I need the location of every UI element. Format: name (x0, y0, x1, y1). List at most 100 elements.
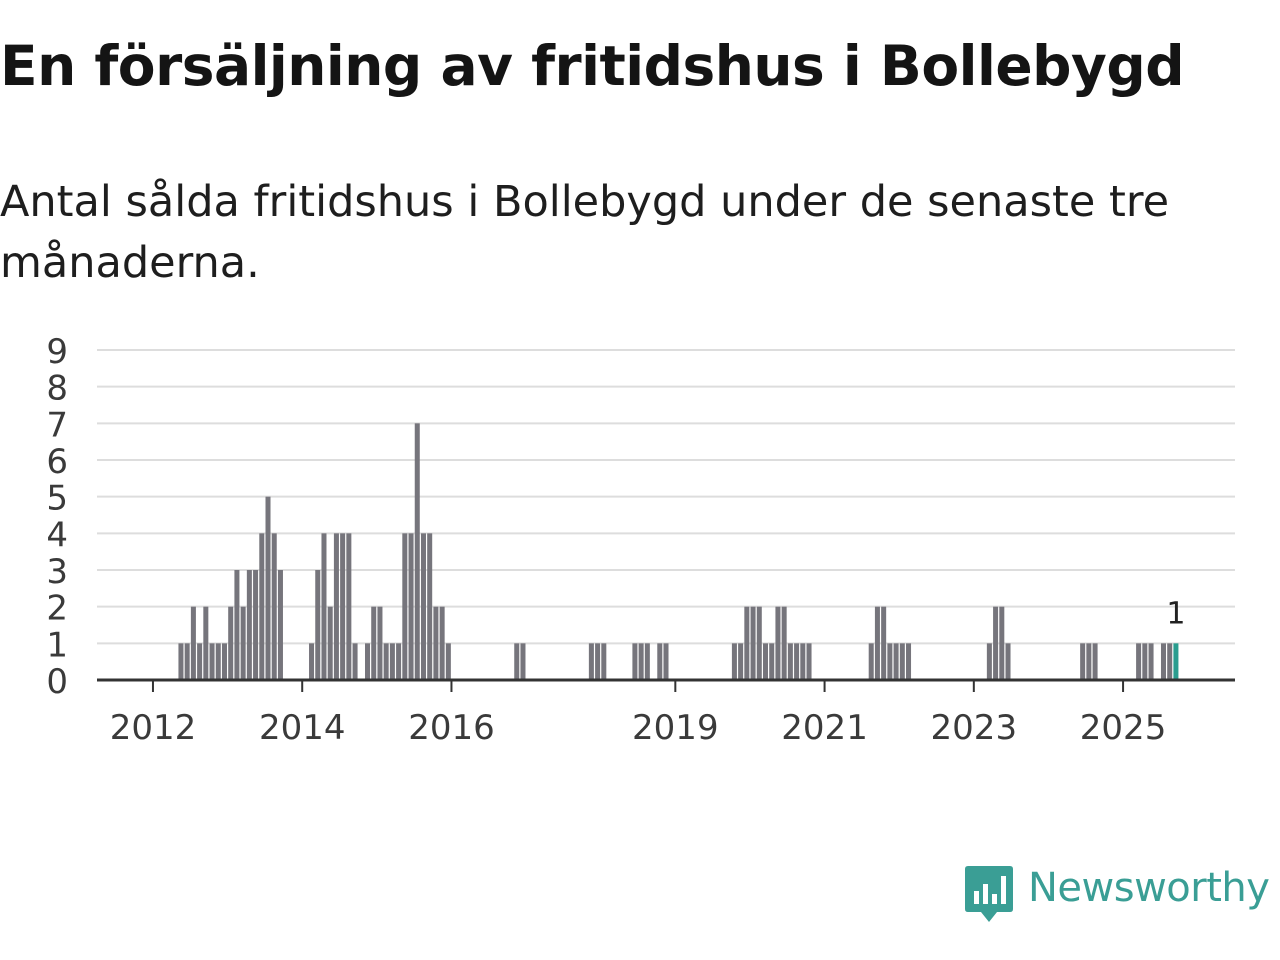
y-tick-label: 9 (46, 332, 68, 372)
bar-2025-07 (1160, 643, 1166, 680)
bar-2015-12 (445, 643, 451, 680)
bar-2025-09 (1173, 643, 1179, 680)
bar-2012-09 (203, 606, 209, 680)
bar-2014-04 (321, 533, 327, 680)
bar-2015-07 (414, 423, 420, 680)
bar-2020-09 (800, 643, 806, 680)
x-tick-label: 2012 (110, 708, 197, 748)
bar-2020-06 (781, 606, 787, 680)
bar-2015-02 (383, 643, 389, 680)
bar-2017-12 (595, 643, 601, 680)
bar-2015-05 (402, 533, 408, 680)
gridlines (97, 349, 1235, 645)
bar-2015-01 (377, 606, 383, 680)
bar-2018-07 (638, 643, 644, 680)
x-tick-label: 2014 (259, 708, 346, 748)
bar-2025-03 (1136, 643, 1142, 680)
bar-2012-07 (190, 606, 196, 680)
bar-2021-12 (893, 643, 899, 680)
bar-2012-10 (209, 643, 215, 680)
bar-2016-12 (520, 643, 526, 680)
bar-2020-07 (787, 643, 793, 680)
bar-2021-08 (868, 643, 874, 680)
bar-2015-06 (408, 533, 414, 680)
bars (178, 423, 1179, 680)
x-axis-ticks: 2012 2014 2016 2019 2021 2023 2025 (110, 680, 1167, 748)
bar-2013-06 (259, 533, 265, 680)
bar-2018-06 (632, 643, 638, 680)
y-tick-label: 8 (46, 369, 68, 409)
bar-2020-01 (750, 606, 756, 680)
bar-2013-08 (271, 533, 277, 680)
x-tick-label: 2023 (931, 708, 1018, 748)
bar-2017-11 (588, 643, 594, 680)
bar-2021-10 (881, 606, 887, 680)
bar-2012-11 (215, 643, 221, 680)
bar-2014-05 (327, 606, 333, 680)
bar-2021-11 (887, 643, 893, 680)
chart-subtitle: Antal sålda fritidshus i Bollebygd under… (0, 177, 1170, 288)
annotations: 1 (1166, 596, 1185, 631)
y-tick-label: 4 (46, 515, 68, 555)
bar-2013-03 (240, 606, 246, 680)
bar-2014-07 (340, 533, 346, 680)
newsworthy-logo-icon (965, 866, 1013, 922)
bar-2023-03 (986, 643, 992, 680)
newsworthy-brand: Newsworthy (964, 864, 1270, 928)
bar-2016-11 (514, 643, 520, 680)
bar-2013-09 (277, 570, 283, 680)
bar-2013-07 (265, 496, 271, 680)
bar-2012-06 (184, 643, 190, 680)
bar-2013-05 (253, 570, 259, 680)
bar-2014-11 (365, 643, 371, 680)
bar-2014-08 (346, 533, 352, 680)
bar-2012-12 (221, 643, 227, 680)
bar-2024-07 (1086, 643, 1092, 680)
bar-2020-02 (756, 606, 762, 680)
bar-2018-01 (601, 643, 607, 680)
bar-2022-02 (906, 643, 912, 680)
bar-2024-08 (1092, 643, 1098, 680)
bar-2020-05 (775, 606, 781, 680)
bar-2013-01 (228, 606, 234, 680)
y-tick-label: 1 (46, 625, 68, 665)
brand-name: Newsworthy (1028, 865, 1270, 911)
x-tick-label: 2025 (1080, 708, 1167, 748)
bar-2018-10 (657, 643, 663, 680)
bar-2025-08 (1167, 643, 1173, 680)
bar-2019-12 (744, 606, 750, 680)
bar-2014-12 (371, 606, 377, 680)
bar-2015-11 (439, 606, 445, 680)
y-tick-label: 6 (46, 442, 68, 482)
x-tick-label: 2019 (632, 708, 719, 748)
bar-2025-05 (1148, 643, 1154, 680)
bar-2015-04 (396, 643, 402, 680)
bar-2015-08 (420, 533, 426, 680)
bar-2012-05 (178, 643, 184, 680)
bar-2014-09 (352, 643, 358, 680)
bar-2014-02 (309, 643, 315, 680)
bar-2019-11 (738, 643, 744, 680)
y-tick-label: 7 (46, 405, 68, 445)
bar-2015-09 (427, 533, 433, 680)
bar-2013-04 (246, 570, 252, 680)
bar-2012-08 (197, 643, 203, 680)
y-tick-label: 0 (46, 662, 68, 702)
bar-2019-10 (731, 643, 737, 680)
x-tick-label: 2021 (781, 708, 868, 748)
y-tick-label: 5 (46, 479, 68, 519)
data-label: 1 (1166, 596, 1185, 631)
bar-2024-06 (1080, 643, 1086, 680)
bar-2020-04 (769, 643, 775, 680)
bar-2023-05 (999, 606, 1005, 680)
y-tick-label: 3 (46, 552, 68, 592)
x-tick-label: 2016 (408, 708, 495, 748)
bar-2018-11 (663, 643, 669, 680)
bar-2014-06 (333, 533, 339, 680)
bar-2018-08 (644, 643, 650, 680)
bar-2020-03 (762, 643, 769, 680)
bar-2025-04 (1142, 643, 1148, 680)
bar-2014-03 (315, 570, 321, 680)
bar-2021-09 (874, 606, 880, 680)
